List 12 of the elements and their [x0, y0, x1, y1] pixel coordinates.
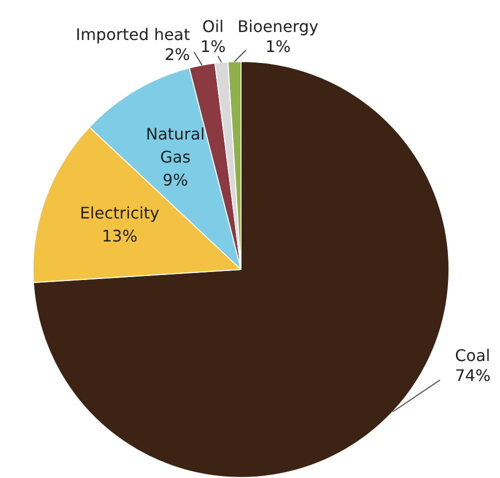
- slice-label: Oil: [202, 17, 224, 36]
- data-label: 1%: [265, 37, 291, 56]
- slice-label: Bioenergy: [238, 17, 318, 36]
- slice-label: Electricity: [80, 203, 160, 222]
- slice-label: Coal: [455, 346, 490, 366]
- data-label: 1%: [200, 37, 226, 56]
- data-label: 2%: [164, 45, 190, 64]
- data-label: 13%: [102, 226, 138, 246]
- data-label: 9%: [162, 170, 188, 190]
- slice-label: Natural Gas: [146, 124, 205, 167]
- data-label: 74%: [455, 366, 491, 386]
- slice-label: Imported heat: [76, 25, 190, 44]
